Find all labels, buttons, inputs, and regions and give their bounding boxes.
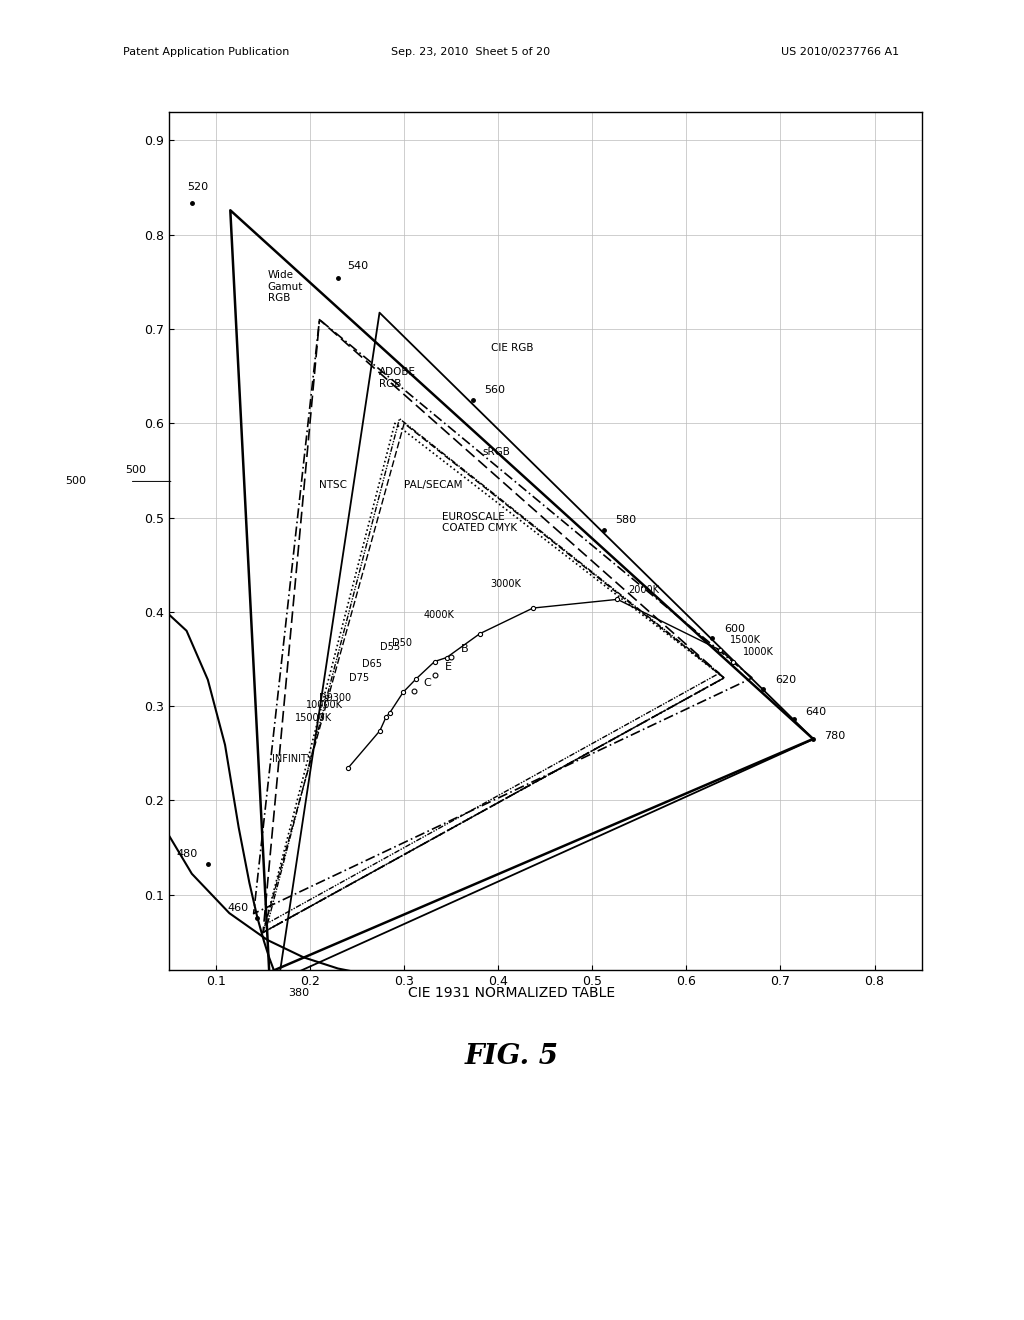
Text: 520: 520	[187, 182, 208, 191]
Text: INFINITY: INFINITY	[272, 754, 313, 764]
Text: 580: 580	[615, 515, 637, 524]
Text: PAL/SECAM: PAL/SECAM	[404, 479, 463, 490]
Text: 15000K: 15000K	[295, 713, 333, 723]
Text: E: E	[444, 663, 452, 672]
Text: Wide
Gamut
RGB: Wide Gamut RGB	[267, 271, 303, 304]
Text: D50: D50	[392, 638, 412, 648]
Text: 500: 500	[125, 465, 146, 475]
Text: D65: D65	[361, 660, 382, 669]
Text: CIE 1931 NORMALIZED TABLE: CIE 1931 NORMALIZED TABLE	[409, 986, 615, 999]
Text: US 2010/0237766 A1: US 2010/0237766 A1	[780, 48, 899, 58]
Text: ADOBE
RGB: ADOBE RGB	[379, 367, 416, 389]
Text: FIG. 5: FIG. 5	[465, 1043, 559, 1069]
Text: C: C	[423, 678, 431, 688]
Text: Patent Application Publication: Patent Application Publication	[123, 48, 289, 58]
Text: 3000K: 3000K	[490, 579, 521, 589]
Text: CIE RGB: CIE RGB	[490, 343, 534, 352]
Text: 500: 500	[66, 477, 86, 487]
Text: EUROSCALE
COATED CMYK: EUROSCALE COATED CMYK	[441, 512, 517, 533]
Text: 560: 560	[484, 384, 505, 395]
Text: 4000K: 4000K	[423, 610, 455, 619]
Text: 10000K: 10000K	[306, 700, 343, 710]
Text: 600: 600	[724, 624, 745, 634]
Text: Sep. 23, 2010  Sheet 5 of 20: Sep. 23, 2010 Sheet 5 of 20	[391, 48, 551, 58]
Text: 480: 480	[177, 849, 198, 859]
Text: 540: 540	[347, 261, 369, 272]
Text: sRGB: sRGB	[482, 446, 510, 457]
Text: 640: 640	[805, 706, 826, 717]
Text: D9300: D9300	[319, 693, 351, 704]
Text: 1000K: 1000K	[742, 647, 773, 657]
Text: 1500K: 1500K	[730, 635, 761, 645]
Text: 780: 780	[824, 731, 846, 741]
Text: B: B	[461, 644, 468, 653]
Text: 2000K: 2000K	[629, 585, 659, 594]
Text: 620: 620	[776, 676, 797, 685]
Text: NTSC: NTSC	[319, 479, 347, 490]
Text: D75: D75	[348, 673, 369, 682]
Text: 380: 380	[289, 987, 309, 998]
Text: 460: 460	[227, 903, 249, 913]
Text: D55: D55	[380, 642, 400, 652]
